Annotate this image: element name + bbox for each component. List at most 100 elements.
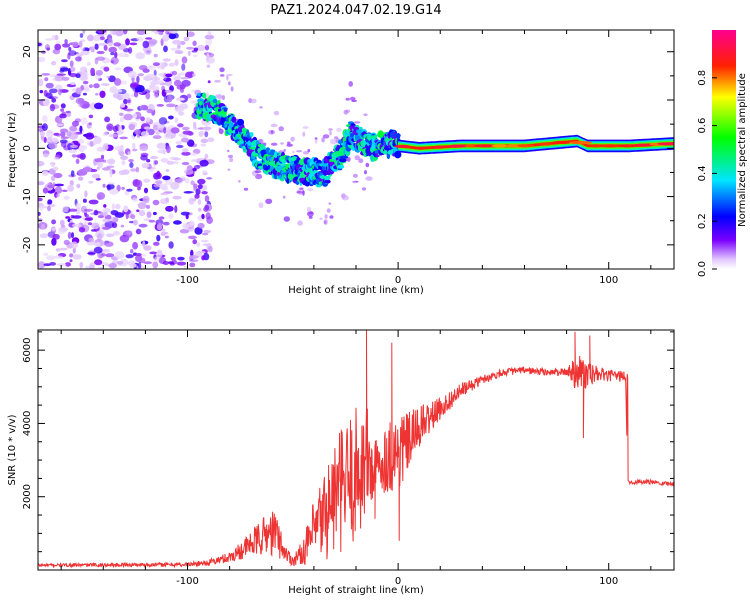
- spectrogram-cell: [61, 76, 70, 81]
- spectrogram-cell: [61, 59, 68, 63]
- spectrogram-cell: [83, 145, 88, 150]
- spectrogram-cell: [123, 98, 128, 105]
- spectrogram-cell: [145, 116, 151, 123]
- spectrogram-cell: [51, 227, 57, 231]
- spectrogram-cell: [207, 80, 211, 84]
- spectrogram-cell: [130, 249, 134, 254]
- spectrogram-cell: [227, 149, 230, 153]
- spectrogram-cell: [172, 195, 182, 200]
- spectrogram-cell: [137, 73, 144, 77]
- spectrogram-cell: [91, 229, 96, 232]
- spectrogram-cell: [124, 190, 130, 196]
- x-tick-label: -100: [176, 576, 199, 587]
- spectrogram-cell: [50, 161, 55, 168]
- spectrogram-cell: [78, 227, 86, 233]
- spectrogram-cell: [177, 256, 185, 261]
- spectrogram-cell: [120, 145, 124, 148]
- spectrogram-cell: [72, 41, 79, 48]
- spectrogram-cell: [163, 45, 168, 53]
- spectrogram-cell: [329, 138, 338, 145]
- spectrogram-cell: [85, 132, 95, 140]
- spectrogram-cell: [174, 205, 178, 213]
- spectrogram-cell: [98, 161, 103, 168]
- spectrogram-cell: [538, 142, 553, 146]
- spectrogram-cell: [65, 110, 71, 114]
- spectrogram-cell: [94, 259, 103, 266]
- spectrogram-cell: [183, 191, 194, 194]
- spectrogram-cell: [176, 97, 185, 101]
- spectrogram-cell: [168, 213, 174, 220]
- spectrogram-cell: [158, 117, 168, 125]
- spectrogram-cell: [136, 209, 140, 212]
- spectrogram-cell: [96, 50, 105, 55]
- spectrogram-cell: [125, 211, 129, 220]
- spectrogram-cell: [48, 142, 58, 150]
- spectrogram-cell: [155, 180, 163, 185]
- spectrogram-cell: [134, 129, 141, 135]
- spectrogram-cell: [82, 198, 87, 203]
- spectrogram-cell: [348, 81, 354, 87]
- spectrogram-cell: [143, 245, 152, 251]
- spectrogram-cell: [55, 248, 61, 252]
- spectrogram-cell: [99, 36, 105, 41]
- spectrogram-cell: [168, 241, 174, 249]
- spectrogram-cell: [42, 98, 50, 107]
- spectrogram-cell: [204, 34, 215, 40]
- spectrogram-cell: [126, 230, 133, 235]
- spectrogram-cell: [90, 46, 95, 53]
- colorbar-ticks: 0.0 0.2 0.4 0.6 0.8: [697, 70, 717, 277]
- spectrogram-cell: [394, 150, 402, 159]
- spectrogram-cell: [517, 144, 534, 148]
- spectrogram-cell: [83, 221, 89, 225]
- spectrogram-cell: [206, 64, 211, 68]
- spectrogram-cell: [121, 160, 126, 166]
- spectrogram-cell: [151, 85, 160, 91]
- spectrogram-cell: [115, 30, 124, 37]
- spectrogram-cell: [319, 217, 323, 220]
- spectrogram-cell: [82, 30, 86, 35]
- spectrogram-cell: [88, 180, 94, 184]
- snr-series-line: [38, 330, 674, 569]
- spectrogram-cell: [104, 220, 115, 229]
- spectrogram-cell: [75, 158, 80, 164]
- spectrogram-cell: [158, 31, 164, 36]
- spectrogram-cell: [206, 177, 213, 180]
- spectrogram-cell: [176, 261, 187, 266]
- spectrogram-cell: [287, 141, 291, 145]
- spectrogram-cell: [68, 149, 77, 154]
- spectrogram-cell: [361, 187, 367, 191]
- spectrogram-cell: [129, 263, 137, 268]
- spectrogram-cell: [141, 163, 150, 169]
- spectrogram-cell: [203, 229, 211, 234]
- spectrogram-cell: [84, 214, 89, 218]
- spectrogram-cell: [258, 202, 264, 209]
- spectrogram-cell: [265, 198, 273, 204]
- spectrogram-cell: [491, 144, 508, 148]
- spectrogram-cell: [93, 209, 99, 216]
- spectrogram-cell: [337, 164, 345, 169]
- snr-plot: [38, 330, 674, 569]
- spectrogram-cell: [126, 99, 131, 104]
- spectrogram-cell: [256, 173, 262, 177]
- spectrogram-cell: [117, 260, 124, 265]
- spectrogram-cell: [168, 62, 176, 67]
- spectrogram-cell: [600, 144, 620, 148]
- spectrogram-cell: [201, 191, 208, 195]
- spectrogram-cell: [80, 47, 85, 51]
- spectrogram-cell: [323, 175, 331, 181]
- spectrogram-cell: [102, 167, 111, 171]
- spectrogram-cell: [123, 205, 129, 213]
- spectrogram-cell: [181, 56, 188, 64]
- spectrogram-cell: [314, 139, 318, 144]
- spectrogram-cell: [125, 254, 134, 259]
- spectrogram-cell: [146, 50, 151, 54]
- spectrogram-cell: [119, 136, 128, 140]
- spectrogram-cell: [85, 265, 90, 269]
- spectrogram-cell: [130, 94, 136, 97]
- spectrogram-cell: [184, 168, 194, 175]
- spectrogram-cell: [207, 31, 212, 36]
- spectrogram-cell: [364, 170, 367, 175]
- spectrogram-cell: [120, 155, 128, 160]
- spectrogram-cell: [273, 110, 280, 116]
- spectrogram-cell: [198, 101, 203, 106]
